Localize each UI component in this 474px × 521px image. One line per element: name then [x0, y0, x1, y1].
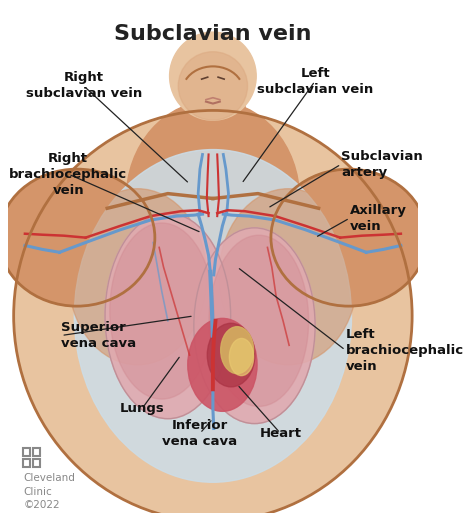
Text: Subclavian
artery: Subclavian artery [341, 150, 423, 179]
Polygon shape [181, 101, 246, 154]
Ellipse shape [219, 189, 357, 365]
Ellipse shape [207, 323, 255, 387]
Ellipse shape [178, 52, 247, 120]
Ellipse shape [105, 213, 231, 419]
Ellipse shape [271, 169, 427, 306]
Bar [33, 448, 40, 456]
Bar [33, 459, 40, 467]
Ellipse shape [170, 32, 256, 120]
Ellipse shape [14, 110, 412, 521]
Ellipse shape [68, 189, 207, 365]
Ellipse shape [188, 318, 257, 412]
Text: Superior
vena cava: Superior vena cava [61, 321, 137, 350]
Ellipse shape [194, 228, 315, 424]
Ellipse shape [221, 327, 254, 374]
Text: Left
brachiocephalic
vein: Left brachiocephalic vein [346, 328, 464, 373]
Text: Axillary
vein: Axillary vein [350, 204, 407, 232]
Text: Subclavian vein: Subclavian vein [114, 24, 311, 44]
Text: Right
brachiocephalic
vein: Right brachiocephalic vein [9, 152, 128, 196]
Ellipse shape [209, 235, 309, 406]
Text: Lungs: Lungs [119, 402, 164, 415]
Bar [23, 448, 30, 456]
Ellipse shape [126, 101, 300, 296]
Text: Cleveland
Clinic
©2022: Cleveland Clinic ©2022 [23, 474, 75, 510]
Bar [23, 459, 30, 467]
Text: Left
subclavian vein: Left subclavian vein [257, 67, 373, 95]
Text: Right
subclavian vein: Right subclavian vein [26, 71, 142, 101]
Ellipse shape [229, 339, 254, 376]
Ellipse shape [0, 169, 155, 306]
Text: Heart: Heart [259, 427, 301, 440]
Ellipse shape [74, 150, 352, 482]
Text: Inferior
vena cava: Inferior vena cava [162, 419, 237, 448]
Ellipse shape [110, 223, 214, 399]
